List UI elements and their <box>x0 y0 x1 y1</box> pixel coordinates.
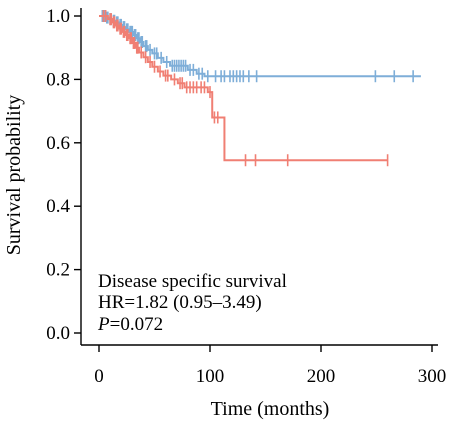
x-tick-label: 100 <box>196 366 225 387</box>
x-tick-label: 200 <box>307 366 336 387</box>
ticks: 0 100 200 300 0.0 0.2 0.4 0.6 0.8 1.0 <box>46 6 446 387</box>
series-layer <box>99 10 421 167</box>
survival-step-line <box>99 15 388 162</box>
p-label: P <box>97 314 110 335</box>
axes <box>80 8 438 346</box>
y-tick-label: 0.2 <box>46 260 70 281</box>
annotation-hr: HR=1.82 (0.95–3.49) <box>98 292 262 313</box>
x-tick-label: 300 <box>418 366 447 387</box>
annotation-p-value: P=0.072 <box>97 314 163 335</box>
y-tick-label: 0.8 <box>46 69 70 90</box>
y-tick-label: 0.4 <box>46 196 70 217</box>
y-axis-title: Survival probability <box>3 95 25 256</box>
series-2 <box>99 10 389 167</box>
x-tick-label: 0 <box>94 366 104 387</box>
y-tick-label: 0.0 <box>46 323 70 344</box>
y-tick-label: 0.6 <box>46 133 70 154</box>
p-value: =0.072 <box>110 314 163 335</box>
series-1 <box>99 10 421 83</box>
y-tick-label: 1.0 <box>46 6 70 27</box>
x-axis-title: Time (months) <box>211 398 330 420</box>
annotation-title: Disease specific survival <box>98 271 287 292</box>
